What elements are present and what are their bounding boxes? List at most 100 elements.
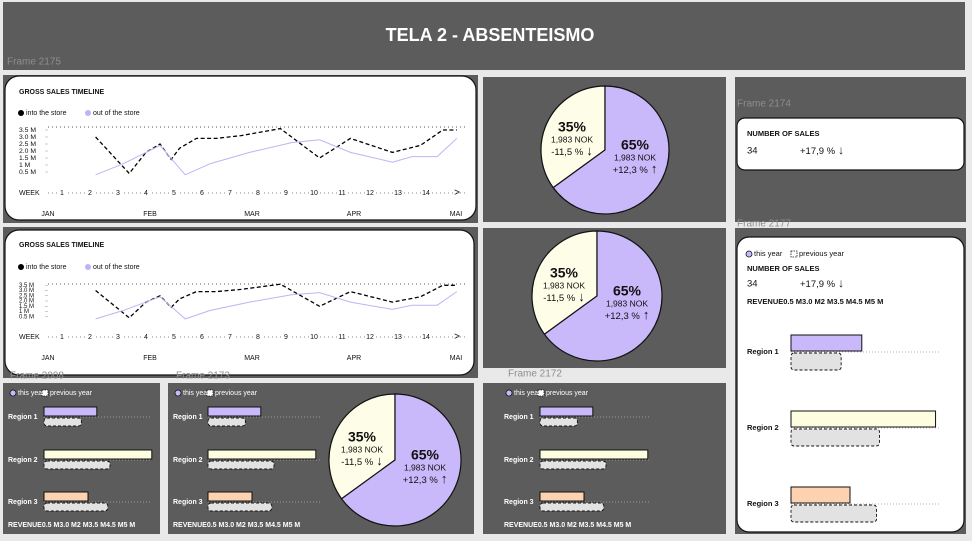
month-label: FEB [143, 211, 157, 218]
next-button[interactable]: > [454, 332, 460, 343]
x-tick-label: 10 [310, 334, 318, 341]
tick-label: 0.5 M [42, 522, 60, 529]
slice-amount: 1,983 NOK [543, 280, 585, 290]
month-label: FEB [143, 355, 157, 362]
x-tick-label: 8 [256, 190, 260, 197]
slice-change: +12,3 % ↑ [605, 307, 650, 322]
legend-label: previous year [799, 249, 845, 258]
x-tick-label: 4 [144, 334, 148, 341]
pie-slice [328, 393, 396, 500]
x-tick-label: 4 [144, 190, 148, 197]
tick-label: 4.5 M [271, 522, 289, 529]
bar [43, 406, 98, 417]
legend-label: previous year [546, 390, 589, 397]
pie-slice [531, 230, 598, 336]
y-tick-label: 3.5 M [19, 127, 36, 134]
x-tick-bg [394, 333, 402, 341]
card [736, 117, 965, 171]
legend-label: this year [18, 390, 45, 397]
x-tick-label: 1 [60, 190, 64, 197]
legend-swatch [18, 110, 24, 116]
bar [790, 428, 880, 447]
bar [539, 449, 649, 460]
x-tick-bg [254, 333, 262, 341]
tick-label: 2 M [821, 297, 834, 306]
axis-label: REVENUE [173, 522, 207, 529]
y-tick-label: 3.5 M [19, 283, 34, 289]
x-tick-bg [86, 333, 94, 341]
bar [43, 449, 153, 460]
change-arrow: ↓ [586, 143, 593, 158]
bar [790, 486, 851, 504]
series-line [95, 291, 458, 320]
pie-slice [340, 393, 462, 527]
category-label: Region 1 [747, 347, 779, 356]
change-value: +17,9 % [800, 279, 836, 290]
month-label: JAN [41, 355, 54, 362]
card [736, 236, 965, 533]
frame-label: Frame 2172 [508, 369, 562, 380]
slice-change: +12,3 % ↑ [403, 471, 448, 486]
series-line [95, 127, 457, 175]
legend-swatch [745, 250, 753, 258]
x-tick-bg [282, 333, 290, 341]
frame-label: Frame 2174 [737, 99, 791, 110]
x-tick-label: 2 [88, 334, 92, 341]
x-tick-label: 10 [310, 190, 318, 197]
y-tick-label: 0.5 M [19, 169, 36, 176]
x-tick-label: 5 [172, 334, 176, 341]
next-button[interactable]: > [454, 188, 460, 199]
category-label: Region 2 [8, 457, 38, 464]
x-tick-label: 11 [338, 334, 345, 341]
x-tick-label: 9 [284, 190, 288, 197]
bar [207, 491, 253, 502]
tick-label: 0.5 M [783, 297, 802, 306]
bar [539, 406, 594, 417]
tick-label: 3.5 M [89, 522, 107, 529]
legend-label: this year [183, 390, 210, 397]
legend-label: this year [514, 390, 541, 397]
change-arrow: ↑ [651, 161, 658, 176]
change-arrow: ↓ [838, 276, 844, 290]
tick-label: 3.0 M [555, 522, 573, 529]
axis-label: REVENUE [504, 522, 538, 529]
x-tick-bg [198, 333, 206, 341]
slice-amount: 1,983 NOK [614, 152, 656, 162]
category-label: Region 3 [504, 499, 534, 506]
x-tick-bg [338, 333, 346, 341]
month-label: JAN [41, 211, 54, 218]
x-tick-bg [198, 189, 206, 197]
pie-slice [540, 85, 606, 189]
revenue-axis: REVENUE0.5 M3.0 M2 M3.5 M4.5 M5 M [747, 297, 883, 306]
y-tick-label: 3.0 M [19, 288, 34, 294]
x-tick-bg [394, 189, 402, 197]
bar [790, 352, 842, 371]
x-tick-label: 7 [228, 190, 232, 197]
series-line [95, 138, 458, 176]
x-tick-bg [310, 333, 318, 341]
change-value: -11,5 % [551, 147, 584, 158]
x-axis-label: WEEK [19, 190, 40, 197]
x-tick-bg [422, 333, 430, 341]
card [4, 229, 475, 376]
page-title: TELA 2 - ABSENTEISMO [386, 25, 595, 45]
x-tick-label: 11 [338, 190, 345, 197]
slice-amount: 1,983 NOK [341, 444, 383, 454]
month-label: APR [347, 355, 361, 362]
change-value: +12,3 % [403, 475, 439, 486]
x-tick-bg [142, 333, 150, 341]
header-bar [3, 2, 965, 70]
bar [539, 417, 578, 427]
x-tick-label: 13 [394, 334, 402, 341]
month-label: MAI [450, 211, 463, 218]
legend-swatch [9, 389, 17, 397]
sales-label: NUMBER OF SALES [747, 129, 820, 138]
slice-percent: 35% [558, 119, 587, 135]
bar [790, 504, 878, 523]
tick-label: 2 M [573, 522, 585, 529]
change-arrow: ↑ [441, 471, 448, 486]
x-tick-bg [422, 189, 430, 197]
legend-swatch [537, 389, 545, 397]
bar [207, 460, 275, 470]
